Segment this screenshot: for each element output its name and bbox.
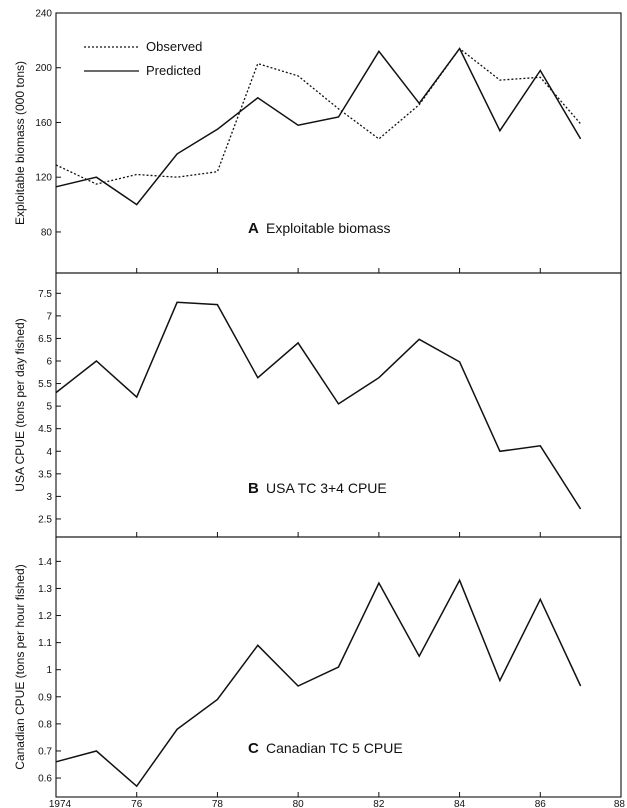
chart-panels: 80 120 160 200 240 Exploitable biomass (000 t…: [13, 9, 622, 798]
y-tick-label: 240: [35, 9, 52, 20]
y-axis-title: USA CPUE (tons per day fished): [13, 318, 27, 491]
panel-title: Canadian TC 5 CPUE: [266, 740, 403, 756]
panel-b: 2.5 3 3.5 4 4.5 5 5.5 6 6.5 7 7.5 USA CPUE (tons pe…: [13, 272, 622, 538]
data-series-line: [55, 578, 582, 788]
y-tick-label: 4.5: [38, 424, 52, 435]
y-tick-label: 1.1: [38, 638, 52, 649]
x-tick-label: 84: [454, 799, 466, 808]
y-axis-title: Canadian CPUE (tons per hour fished): [13, 564, 27, 769]
observed-legend-label: Observed: [146, 39, 202, 54]
y-tick-label: 6: [46, 357, 52, 368]
x-tick-label: 80: [293, 799, 305, 808]
x-tick-label: 88: [614, 799, 626, 808]
predicted-series-line: [55, 47, 582, 206]
y-tick-label: 5: [46, 402, 52, 413]
y-tick-label: 120: [35, 173, 52, 184]
predicted-legend-label: Predicted: [146, 63, 201, 78]
y-tick-label: 160: [35, 118, 52, 129]
y-tick-label: 0.8: [38, 719, 52, 730]
legend: Observed Predicted: [84, 39, 202, 78]
shared-x-axis: 1974 76 78 80 82 84 86 88: [49, 799, 626, 808]
panel-c: 0.6 0.7 0.8 0.9 1 1.1 1.2 1.3 1.4 Canadian CPUE (…: [13, 536, 622, 798]
panel-letter: B: [248, 480, 259, 497]
y-tick-label: 1.2: [38, 611, 52, 622]
data-series-line: [55, 301, 582, 510]
y-tick-label: 0.9: [38, 692, 52, 703]
x-tick-label: 86: [535, 799, 547, 808]
plot-frame: [55, 272, 622, 538]
y-tick-label: 6.5: [38, 334, 52, 345]
observed-series-line: [55, 47, 582, 185]
y-tick-label: 200: [35, 63, 52, 74]
x-tick-label: 82: [373, 799, 385, 808]
y-tick-label: 1.3: [38, 584, 52, 595]
y-tick-label: 2.5: [38, 514, 52, 525]
panel-letter: C: [248, 740, 259, 757]
plot-frame: [55, 536, 622, 798]
panel-a: 80 120 160 200 240 Exploitable biomass (000 t…: [13, 9, 622, 274]
y-tick-label: 3: [46, 492, 52, 503]
y-tick-label: 7: [46, 311, 52, 322]
y-tick-label: 1: [46, 665, 52, 676]
x-tick-label: 76: [131, 799, 143, 808]
y-tick-label: 1.4: [38, 557, 52, 568]
panel-title: Exploitable biomass: [266, 220, 391, 236]
y-tick-label: 80: [41, 227, 53, 238]
y-tick-label: 3.5: [38, 469, 52, 480]
y-tick-label: 0.7: [38, 746, 52, 757]
x-tick-label: 1974: [49, 799, 72, 808]
y-tick-label: 5.5: [38, 379, 52, 390]
y-tick-label: 0.6: [38, 774, 52, 785]
y-axis-title: Exploitable biomass (000 tons): [13, 61, 27, 225]
y-tick-label: 4: [46, 447, 52, 458]
panel-title: USA TC 3+4 CPUE: [266, 480, 387, 496]
y-tick-label: 7.5: [38, 289, 52, 300]
x-tick-label: 78: [212, 799, 224, 808]
panel-letter: A: [248, 220, 259, 237]
